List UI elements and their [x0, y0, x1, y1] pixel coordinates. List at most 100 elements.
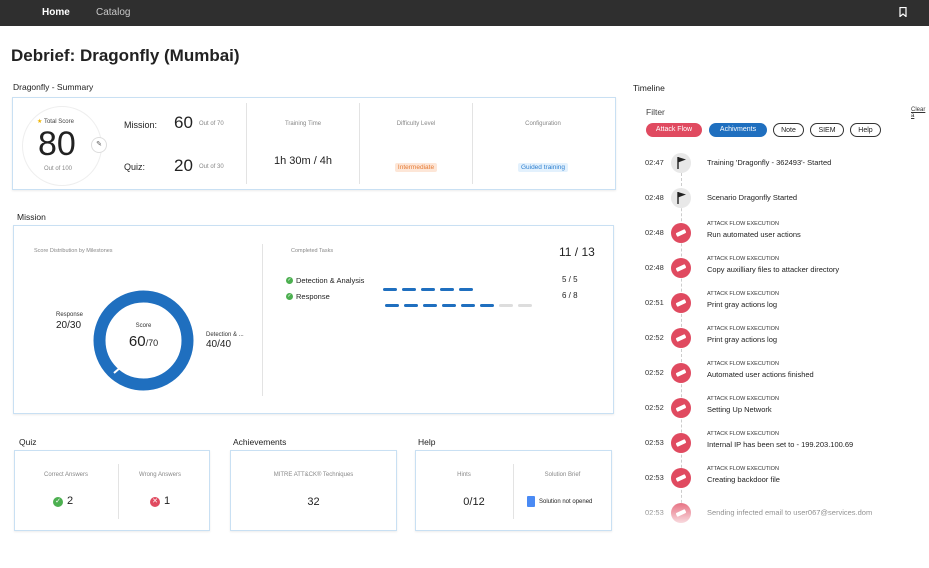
- timeline-event-category: ATTACK FLOW EXECUTION: [707, 466, 779, 472]
- check-icon: ✓: [53, 497, 63, 507]
- filter-achivments[interactable]: Achivments: [709, 123, 767, 137]
- quiz-card: [14, 450, 210, 531]
- task-progress-segment: [404, 304, 418, 307]
- training-time-value: 1h 30m / 4h: [273, 155, 333, 167]
- check-icon: ✓: [286, 277, 293, 284]
- total-score-out-of: Out of 100: [44, 166, 73, 172]
- divider: [262, 244, 263, 396]
- donut-center-label: Score: [135, 323, 152, 329]
- donut-center-value: 60/70: [93, 333, 194, 351]
- filter-attack-flow[interactable]: Attack Flow: [646, 123, 702, 137]
- summary-title: Dragonfly - Summary: [13, 82, 94, 92]
- configuration-badge: Guided training: [517, 163, 569, 172]
- timeline-event-text: Setting Up Network: [707, 405, 772, 414]
- configuration-badge-wrap: Guided training: [473, 156, 613, 174]
- mitre-label: MITRE ATT&CK® Techniques: [273, 472, 354, 478]
- task-progress-segment: [480, 304, 494, 307]
- timeline-event-category: ATTACK FLOW EXECUTION: [707, 291, 779, 297]
- difficulty-label: Difficulty Level: [396, 121, 436, 127]
- response-label: Response: [56, 312, 84, 318]
- mission-score: 60: [174, 113, 193, 132]
- nav-catalog[interactable]: Catalog: [96, 7, 131, 18]
- timeline-event-text: Run automated user actions: [707, 230, 801, 239]
- detection-value: 40/40: [206, 339, 232, 350]
- completed-tasks-value: 11 / 13: [559, 245, 595, 259]
- score-donut: [93, 290, 194, 391]
- timeline-event-time: 02:52: [645, 333, 664, 342]
- mission-label: Mission:: [124, 120, 158, 130]
- bookmark-icon[interactable]: [899, 7, 907, 17]
- task-progress-segment: [459, 288, 473, 291]
- timeline-event-time: 02:52: [645, 403, 664, 412]
- timeline-event-text: Training 'Dragonfly - 362493'- Started: [707, 158, 832, 167]
- task-progress-segment: [440, 288, 454, 291]
- hints-value: 0/12: [463, 496, 485, 508]
- mission-card: [13, 225, 614, 414]
- timeline-event-time: 02:47: [645, 158, 664, 167]
- task-name: Response: [296, 292, 330, 301]
- nav-home[interactable]: Home: [42, 7, 70, 18]
- divider: [513, 464, 514, 519]
- attack-flow-icon: [671, 293, 691, 313]
- quiz-title: Quiz: [19, 437, 37, 447]
- completed-tasks-label: Completed Tasks: [291, 248, 334, 254]
- correct-answers-value: 2: [67, 495, 74, 507]
- donut-total: /70: [145, 338, 159, 348]
- attack-flow-icon: [671, 398, 691, 418]
- wrong-answers-value: 1: [164, 495, 171, 507]
- clear-all-link[interactable]: Clear a: [911, 107, 926, 119]
- configuration-label: Configuration: [525, 121, 561, 127]
- donut-gap: [113, 366, 122, 374]
- difficulty-badge: Intermediate: [394, 163, 438, 172]
- solution-brief-value: Solution not opened: [539, 499, 593, 505]
- quiz-label: Quiz:: [124, 162, 146, 172]
- donut-ring: [93, 290, 194, 391]
- summary-card: [12, 97, 616, 190]
- timeline-event-text: Creating backdoor file: [707, 475, 780, 484]
- timeline-event-text: Copy auxilliary files to attacker direct…: [707, 265, 840, 274]
- task-progress-segment: [423, 304, 437, 307]
- task-progress-segment: [383, 288, 397, 291]
- timeline-event-category: ATTACK FLOW EXECUTION: [707, 256, 779, 262]
- solution-brief-label: Solution Brief: [544, 472, 581, 478]
- top-nav: [0, 0, 929, 26]
- page-title: Debrief: Dragonfly (Mumbai): [11, 46, 240, 65]
- response-value: 20/30: [56, 320, 82, 331]
- mission-title: Mission: [17, 212, 46, 222]
- filter-note[interactable]: Note: [773, 123, 804, 137]
- task-progress-segment: [518, 304, 532, 307]
- flag-icon: [671, 153, 691, 173]
- task-progress: [383, 278, 478, 296]
- quiz-score: 20: [174, 156, 193, 175]
- timeline-event-time: 02:51: [645, 298, 664, 307]
- task-progress-segment: [499, 304, 513, 307]
- timeline-event-time: 02:53: [645, 438, 664, 447]
- attack-flow-icon: [671, 468, 691, 488]
- total-score-value: 80: [38, 125, 76, 163]
- attack-flow-icon: [671, 258, 691, 278]
- mitre-value: 32: [307, 496, 320, 508]
- training-time-label: Training Time: [284, 121, 322, 127]
- timeline-event-time: 02:48: [645, 263, 664, 272]
- flag-icon: [671, 188, 691, 208]
- task-progress-segment: [385, 304, 399, 307]
- attack-flow-icon: [671, 223, 691, 243]
- divider: [246, 103, 247, 184]
- edit-icon[interactable]: ✎: [91, 137, 107, 153]
- achievements-card: [230, 450, 397, 531]
- task-count: 6 / 8: [562, 291, 578, 300]
- divider: [472, 103, 473, 184]
- close-icon: ✕: [150, 497, 160, 507]
- correct-answers-label: Correct Answers: [43, 472, 88, 478]
- total-score-label: Total Score: [43, 119, 74, 125]
- trophy-icon: ★: [37, 119, 43, 125]
- task-count: 5 / 5: [562, 275, 578, 284]
- filter-help[interactable]: Help: [850, 123, 881, 137]
- task-progress: [385, 294, 537, 312]
- wrong-answers-label: Wrong Answers: [139, 472, 181, 478]
- filter-siem[interactable]: SIEM: [810, 123, 844, 137]
- attack-flow-icon: [671, 433, 691, 453]
- difficulty-badge-wrap: Intermediate: [360, 156, 472, 174]
- detection-label: Detection & ...: [206, 332, 244, 338]
- achievements-title: Achievements: [233, 437, 287, 447]
